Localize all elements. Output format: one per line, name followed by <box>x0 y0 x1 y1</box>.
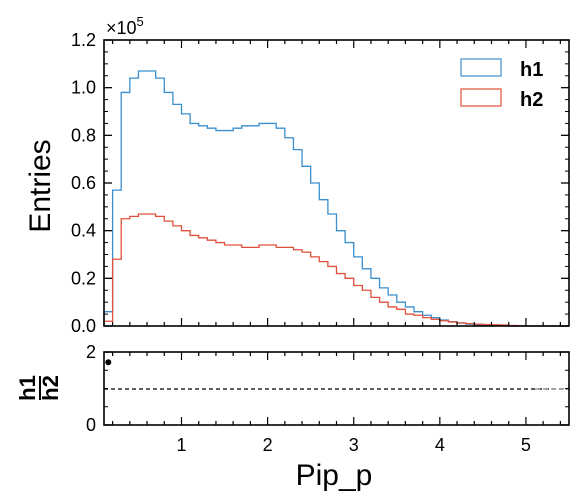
ratio-y-axis: 02 <box>86 342 569 435</box>
y-axis-multiplier: ×105 <box>106 14 144 38</box>
legend-label-h2: h2 <box>520 89 543 111</box>
y-tick-label: 1.0 <box>71 78 96 98</box>
ratio-y-tick-label: 2 <box>86 342 96 362</box>
x-axis-label: Pip_p <box>296 459 373 492</box>
y-tick-label: 0.8 <box>71 125 96 145</box>
y-tick-label: 1.2 <box>71 30 96 50</box>
y-tick-label: 0.4 <box>71 221 96 241</box>
ratio-x-axis: 1 2 3 4 5 <box>112 352 561 455</box>
x-tick-label: 1 <box>176 435 186 455</box>
legend-swatch-h1 <box>460 58 502 77</box>
x-tick-label: 5 <box>521 435 531 455</box>
x-tick-label: 2 <box>263 435 273 455</box>
histogram-h2 <box>103 213 569 327</box>
x-tick-label: 4 <box>435 435 445 455</box>
legend-label-h1: h1 <box>520 59 543 81</box>
histogram-series-group <box>103 70 569 327</box>
ratio-points-group <box>105 359 112 366</box>
ratio-label-denominator: h2 <box>38 375 63 401</box>
histogram-h1 <box>103 70 569 327</box>
y-axis-label: Entries <box>24 139 57 232</box>
ratio-y-tick-label: 0 <box>86 415 96 435</box>
main-plot-frame <box>103 39 570 327</box>
legend-swatch-h2 <box>460 88 502 107</box>
main-panel: 0.0 0.2 0.4 0.6 0.8 1.0 1.2 ×105 Entries h1 h2 <box>24 14 570 336</box>
main-x-axis-ticks <box>112 40 561 326</box>
legend: h1 h2 <box>460 58 543 111</box>
x-tick-label: 3 <box>349 435 359 455</box>
y-tick-label: 0.2 <box>71 268 96 288</box>
ratio-point <box>105 359 112 366</box>
y-tick-label: 0.0 <box>71 316 96 336</box>
ratio-y-label: h1 h2 <box>15 375 63 401</box>
ratio-label-numerator: h1 <box>15 375 40 401</box>
y-tick-label: 0.6 <box>71 173 96 193</box>
main-y-axis: 0.0 0.2 0.4 0.6 0.8 1.0 1.2 <box>71 30 569 336</box>
